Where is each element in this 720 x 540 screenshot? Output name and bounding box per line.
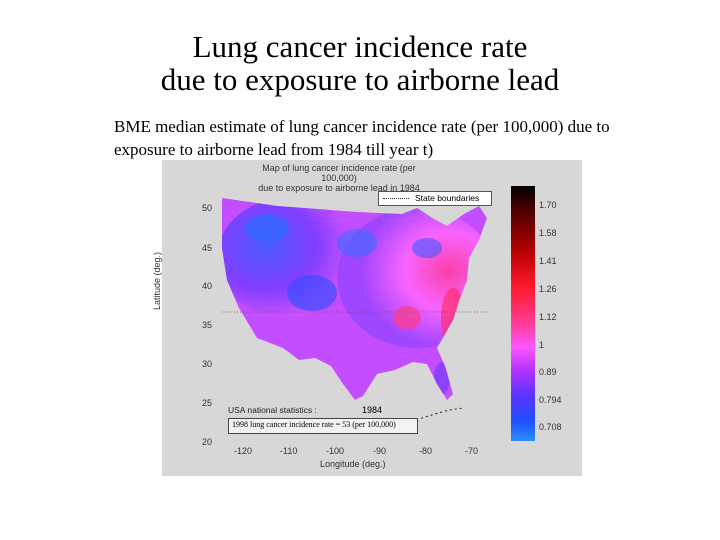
usa-incidence-map	[222, 198, 487, 427]
slide-caption: BME median estimate of lung cancer incid…	[114, 117, 610, 159]
legend-label: State boundaries	[415, 193, 480, 203]
colorbar	[511, 186, 535, 441]
y-tick: 35	[202, 320, 213, 330]
x-axis-label: Longitude (deg.)	[320, 459, 386, 469]
y-tick: 40	[202, 281, 213, 291]
y-axis-label: Latitude (deg.)	[152, 251, 162, 310]
map-figure: Map of lung cancer incidence rate (per 1…	[152, 160, 582, 476]
year-label: 1984	[362, 405, 383, 415]
x-tick: -80	[419, 446, 433, 456]
y-tick: 45	[202, 243, 213, 253]
colorbar-tick: 1	[539, 340, 545, 350]
national-stats-value: 1998 lung cancer incidence rate = 53 (pe…	[232, 420, 396, 429]
colorbar-tick: 1.70	[539, 200, 557, 210]
colorbar-tick: 1.41	[539, 256, 557, 266]
x-tick: -70	[465, 446, 479, 456]
national-stats-box: 1998 lung cancer incidence rate = 53 (pe…	[228, 418, 418, 434]
y-tick: 20	[202, 437, 213, 447]
colorbar-tick: 1.26	[539, 284, 557, 294]
map-legend: State boundaries	[378, 191, 492, 206]
map-title-line1: Map of lung cancer incidence rate (per 1…	[262, 163, 416, 183]
slide-title-line2: due to exposure to airborne lead	[160, 62, 560, 97]
y-tick: 50	[202, 203, 213, 213]
x-tick: -120	[234, 446, 253, 456]
national-stats-label: USA national statistics :	[228, 405, 317, 415]
legend-line-swatch	[383, 198, 409, 199]
y-tick: 25	[202, 398, 213, 408]
map-title-line2: due to exposure to airborne lead in 1984	[258, 183, 420, 193]
x-tick: -100	[326, 446, 345, 456]
colorbar-tick: 0.794	[539, 395, 562, 405]
colorbar-tick: 1.12	[539, 312, 557, 322]
x-tick: -110	[280, 446, 298, 456]
colorbar-tick: 0.708	[539, 422, 562, 432]
colorbar-tick: 1.58	[539, 228, 557, 238]
y-tick: 30	[202, 359, 213, 369]
map-title: Map of lung cancer incidence rate (per 1…	[244, 163, 434, 193]
x-tick: -90	[373, 446, 387, 456]
slide-title-line1: Lung cancer incidence rate	[192, 29, 528, 64]
colorbar-tick: 0.89	[539, 367, 557, 377]
